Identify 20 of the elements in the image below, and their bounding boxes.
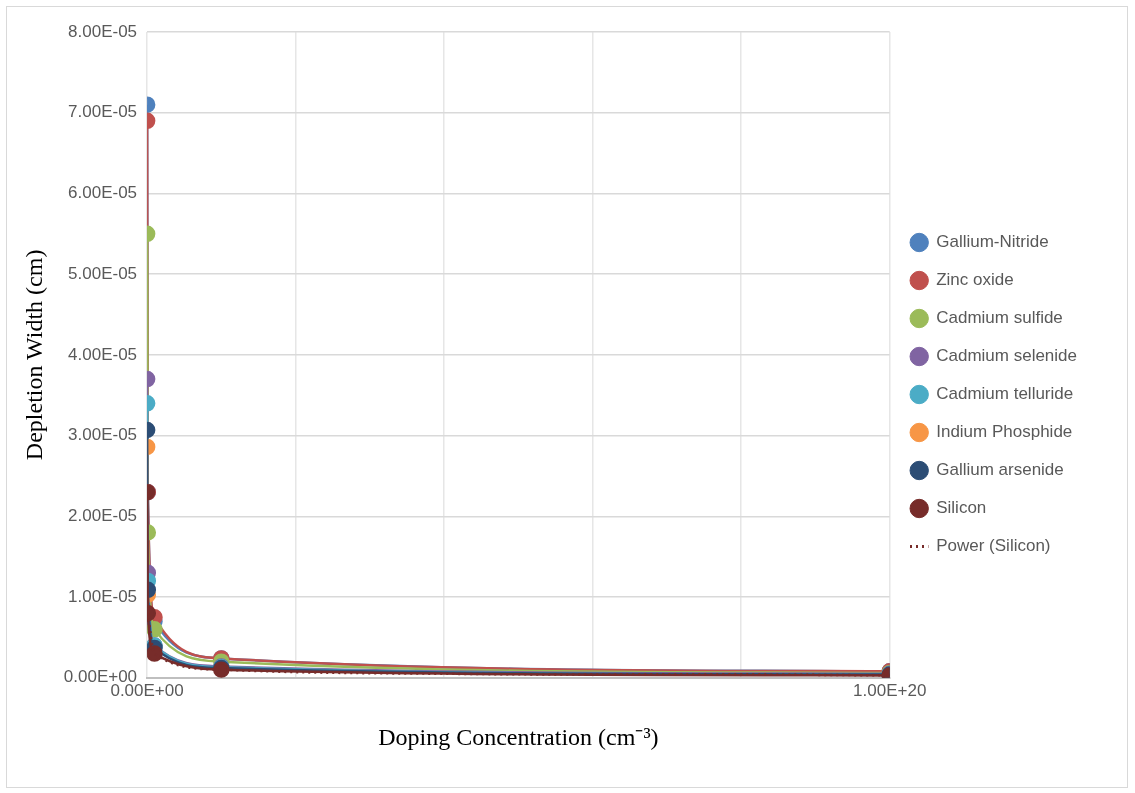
legend-label: Cadmium sulfide — [936, 308, 1063, 328]
legend-label: Cadmium selenide — [936, 346, 1078, 366]
legend-label: Zinc oxide — [936, 270, 1014, 290]
legend-label: Indium Phosphide — [936, 422, 1073, 442]
y-axis-title: Depletion Width (cm) — [20, 249, 47, 461]
y-tick-label: 5.00E-05 — [68, 263, 138, 283]
y-tick-label: 7.00E-05 — [68, 102, 138, 122]
x-axis-title: Doping Concentration (cm⁻³) — [378, 723, 659, 750]
x-tick-label: 1.00E+20 — [853, 680, 927, 700]
legend-label: Power (Silicon) — [936, 536, 1051, 556]
legend-label: Gallium-Nitride — [936, 232, 1049, 252]
y-tick-label: 2.00E-05 — [68, 506, 138, 526]
y-tick-label: 3.00E-05 — [68, 425, 138, 445]
y-tick-label: 8.00E-05 — [68, 21, 138, 41]
legend-label: Gallium arsenide — [936, 460, 1064, 480]
y-tick-label: 6.00E-05 — [68, 183, 138, 203]
y-tick-label: 4.00E-05 — [68, 344, 138, 364]
legend-label: Silicon — [936, 498, 987, 518]
y-tick-label: 1.00E-05 — [68, 586, 138, 606]
legend-label: Cadmium telluride — [936, 384, 1074, 404]
